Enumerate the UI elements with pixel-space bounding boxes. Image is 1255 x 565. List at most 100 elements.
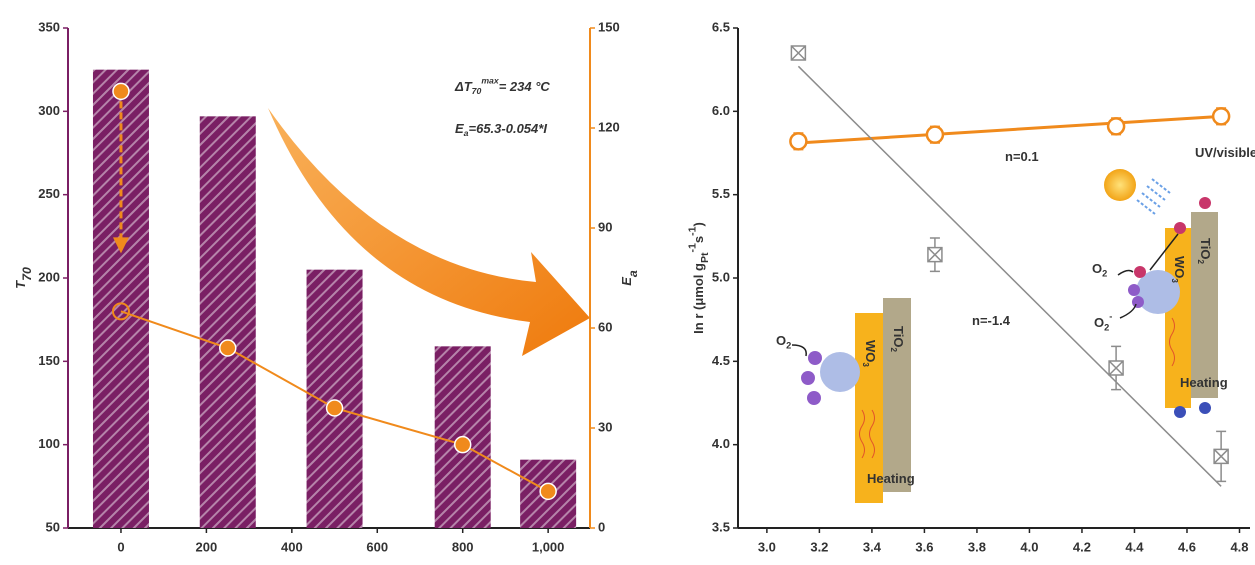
text-part: 3 <box>1170 278 1179 283</box>
inset-label: O2 <box>776 333 791 351</box>
x-tick-label: 400 <box>281 539 303 554</box>
y-tick-label: 250 <box>38 186 60 201</box>
x-tick-label: 3.2 <box>810 539 828 554</box>
point <box>113 83 129 99</box>
molecule <box>1128 284 1140 296</box>
text-part: 2 <box>1102 269 1107 279</box>
y-axis-label: In r (μmol gPt-1s-1) <box>686 222 711 334</box>
y-tick-label: 50 <box>46 519 60 534</box>
text-part: 3 <box>861 362 870 367</box>
light-rays <box>1137 179 1170 214</box>
text-part: In r (μmol g <box>691 263 706 334</box>
text-part: = 234 °C <box>499 79 551 94</box>
text-part: Heating <box>1180 375 1228 390</box>
text-part: 2 <box>1104 323 1109 333</box>
text-part: a <box>626 270 640 277</box>
text-part: -1 <box>686 243 698 253</box>
annotation: n=0.1 <box>1005 149 1039 164</box>
point <box>927 127 943 143</box>
y2-tick-label: 90 <box>598 219 612 234</box>
inset-label: O2 <box>1092 261 1107 279</box>
text-part: max <box>481 76 500 86</box>
text-part: n=-1.4 <box>972 313 1011 328</box>
annotation: n=-1.4 <box>972 313 1011 328</box>
text-part: TiO <box>891 326 906 347</box>
molecule <box>1199 197 1211 209</box>
text-part: - <box>1109 312 1112 322</box>
text-part: E <box>619 277 634 286</box>
text-part: UV/visible light <box>1195 145 1255 160</box>
text-part: 2 <box>889 347 898 352</box>
y-tick-label: 4.5 <box>712 353 730 368</box>
pointer <box>792 345 806 356</box>
point <box>1108 118 1124 134</box>
y2-axis-label: Ea <box>619 270 640 286</box>
molecule <box>808 351 822 365</box>
pt-particle <box>820 352 860 392</box>
point <box>540 483 556 499</box>
text-part: ) <box>691 222 706 226</box>
y-tick-label: 6.0 <box>712 103 730 118</box>
y2-tick-label: 120 <box>598 119 620 134</box>
annotation: Ea=65.3-0.054*I <box>455 121 547 138</box>
text-part: O <box>1094 315 1104 330</box>
y-tick-label: 5.5 <box>712 186 730 201</box>
point <box>220 340 236 356</box>
y-axis-label: T70 <box>13 267 34 289</box>
y-tick-label: 5.0 <box>712 269 730 284</box>
text-part: E <box>455 121 464 136</box>
molecule <box>1199 402 1211 414</box>
x-tick-label: 4.6 <box>1178 539 1196 554</box>
molecule <box>1132 296 1144 308</box>
text-part: n=0.1 <box>1005 149 1039 164</box>
x-tick-label: 1,000 <box>532 539 565 554</box>
y-tick-label: 300 <box>38 103 60 118</box>
text-part: WO <box>863 340 878 362</box>
x-tick-label: 4.4 <box>1125 539 1144 554</box>
point <box>1109 361 1123 375</box>
y-tick-label: 100 <box>38 436 60 451</box>
y-tick-label: 150 <box>38 353 60 368</box>
point <box>791 46 805 60</box>
x-tick-label: 3.4 <box>863 539 882 554</box>
point <box>790 133 806 149</box>
y2-tick-label: 30 <box>598 419 612 434</box>
text-part: Heating <box>867 471 915 486</box>
molecule <box>807 391 821 405</box>
point <box>327 400 343 416</box>
text-part: =65.3-0.054*I <box>469 121 548 136</box>
x-tick-label: 200 <box>196 539 218 554</box>
text-part: O <box>776 333 786 348</box>
y-tick-label: 200 <box>38 269 60 284</box>
x-tick-label: 3.6 <box>915 539 933 554</box>
inset-label: UV/visible light <box>1195 145 1255 160</box>
text-part: O <box>1092 261 1102 276</box>
y-tick-label: 6.5 <box>712 19 730 34</box>
figure: 02004006008001,0005010015020025030035003… <box>0 0 1255 565</box>
bar <box>200 116 256 528</box>
x-tick-label: 3.0 <box>758 539 776 554</box>
x-tick-label: 0 <box>117 539 124 554</box>
text-part: 2 <box>786 341 791 351</box>
x-tick-label: 4.8 <box>1230 539 1248 554</box>
point <box>928 248 942 262</box>
x-tick-label: 3.8 <box>968 539 986 554</box>
inset-label: Heating <box>867 471 915 486</box>
molecule <box>1134 266 1146 278</box>
molecule <box>1174 406 1186 418</box>
molecule <box>801 371 815 385</box>
text-part: s <box>691 236 706 243</box>
text-part: ΔT <box>454 79 473 94</box>
point <box>1214 449 1228 463</box>
text-part: 70 <box>472 86 482 96</box>
point <box>1213 108 1229 124</box>
bar <box>307 270 363 528</box>
sun <box>1104 169 1136 201</box>
inset-label: Heating <box>1180 375 1228 390</box>
text-part: -1 <box>686 226 698 236</box>
y-tick-label: 4.0 <box>712 436 730 451</box>
y2-tick-label: 150 <box>598 19 620 34</box>
text-part: TiO <box>1198 238 1213 259</box>
text-part: 70 <box>20 267 34 281</box>
point <box>455 437 471 453</box>
